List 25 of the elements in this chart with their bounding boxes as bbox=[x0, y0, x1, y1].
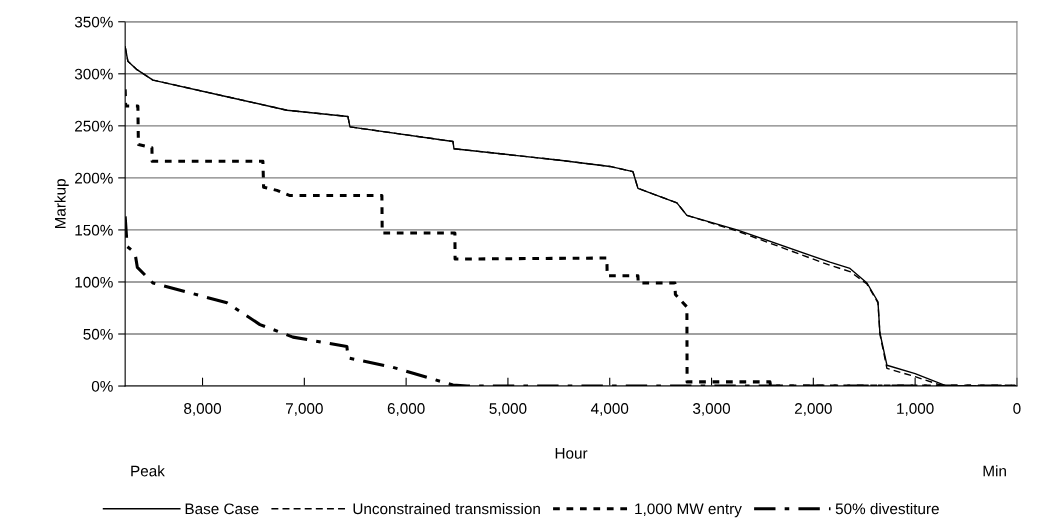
legend-label: 50% divestiture bbox=[835, 503, 939, 515]
y-tick-label: 0% bbox=[91, 380, 113, 392]
x-tick-label: 6,000 bbox=[387, 403, 425, 416]
x-tick-label: 8,000 bbox=[184, 403, 222, 416]
x-tick-label: 4,000 bbox=[590, 403, 629, 416]
text: Min bbox=[983, 465, 1006, 477]
y-axis-title: Markup bbox=[54, 179, 69, 229]
x-tick-label: 2,000 bbox=[794, 403, 832, 416]
y-tick-label: 100% bbox=[75, 276, 113, 288]
y-tick-label: 300% bbox=[74, 68, 113, 80]
x-axis-title: Hour bbox=[555, 448, 588, 459]
legend-label: 1,000 MW entry bbox=[635, 503, 742, 518]
y-tick-label: 250% bbox=[75, 120, 113, 132]
x-tick-label: 1,000 bbox=[897, 403, 934, 416]
x-tick-label: 0 bbox=[1013, 403, 1021, 414]
legend-label: Unconstrained transmission bbox=[353, 503, 540, 515]
x-tick-label: 5,000 bbox=[489, 403, 527, 416]
x-tick-label: 3,000 bbox=[692, 403, 731, 416]
text: Peak bbox=[131, 465, 165, 477]
legend-label: Base Case bbox=[185, 503, 259, 515]
x-tick-label: 7,000 bbox=[286, 403, 323, 416]
y-tick-label: 350% bbox=[74, 16, 113, 28]
y-tick-label: 50% bbox=[83, 328, 113, 340]
y-tick-label: 150% bbox=[75, 224, 113, 236]
y-tick-label: 200% bbox=[75, 172, 113, 184]
